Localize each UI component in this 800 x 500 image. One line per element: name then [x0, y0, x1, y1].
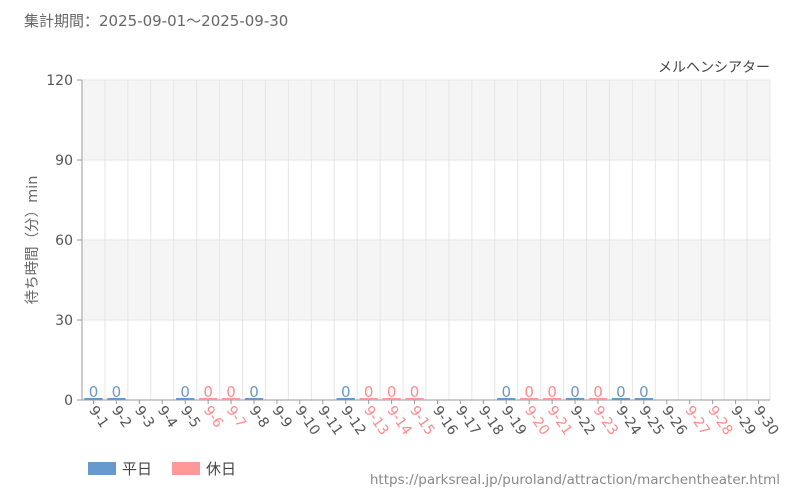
- x-tick-label: 9-16: [429, 403, 460, 438]
- bar[interactable]: [588, 398, 608, 400]
- y-axis-label: 待ち時間（分）min: [24, 176, 41, 305]
- x-tick-label: 9-13: [360, 403, 391, 438]
- bar[interactable]: [107, 398, 126, 400]
- bar[interactable]: [244, 398, 264, 400]
- x-tick-label: 9-9: [269, 403, 295, 431]
- legend-item-weekday[interactable]: 平日: [88, 458, 152, 479]
- data-label: 0: [616, 383, 626, 401]
- chart-container: 0 30 60 90 120 待ち時間（分）min メルヘンシアター 0 9-1 0 9-2 9-3 9…: [24, 60, 782, 438]
- bar[interactable]: [198, 398, 218, 400]
- legend-item-holiday[interactable]: 休日: [172, 458, 236, 479]
- data-label: 0: [501, 383, 511, 401]
- data-label: 0: [593, 383, 603, 401]
- bar[interactable]: [359, 398, 378, 400]
- x-tick-label: 9-10: [292, 403, 323, 438]
- x-tick-label: 9-30: [750, 403, 781, 438]
- x-tick-label: 9-1: [85, 403, 111, 431]
- legend-swatch-holiday: [172, 462, 201, 475]
- x-tick-label: 9-28: [704, 403, 735, 438]
- data-label: 0: [89, 383, 99, 401]
- data-label: 0: [180, 383, 190, 401]
- data-label: 0: [364, 383, 374, 401]
- wait-time-chart: 0306090120待ち時間（分）minメルヘンシアター09-109-29-39…: [24, 60, 782, 438]
- x-tick-label: 9-4: [154, 403, 180, 431]
- bar[interactable]: [497, 398, 516, 400]
- x-tick-label: 9-25: [636, 403, 667, 438]
- data-label: 0: [547, 383, 557, 401]
- bar[interactable]: [405, 398, 424, 400]
- x-tick-label: 9-2: [108, 403, 134, 431]
- x-tick-label: 9-18: [475, 403, 506, 438]
- y-tick-label: 0: [64, 393, 73, 409]
- bar[interactable]: [565, 398, 585, 400]
- x-tick-label: 9-7: [223, 403, 249, 431]
- data-label: 0: [249, 383, 259, 401]
- bar[interactable]: [176, 398, 195, 400]
- x-tick-label: 9-11: [315, 403, 346, 438]
- legend: 平日 休日: [88, 458, 236, 479]
- x-tick-label: 9-5: [177, 403, 203, 431]
- data-label: 0: [410, 383, 420, 401]
- data-label: 0: [387, 383, 397, 401]
- x-tick-label: 9-12: [337, 403, 368, 438]
- x-tick-label: 9-14: [383, 403, 414, 438]
- y-tick-label: 90: [55, 153, 73, 169]
- data-label: 0: [341, 383, 351, 401]
- x-tick-label: 9-3: [131, 403, 157, 431]
- bar[interactable]: [221, 398, 241, 400]
- bar[interactable]: [382, 398, 401, 400]
- x-tick-label: 9-17: [452, 403, 483, 438]
- x-tick-label: 9-24: [613, 403, 644, 438]
- x-tick-label: 9-27: [681, 403, 712, 438]
- y-tick-label: 30: [55, 313, 73, 329]
- period-label: 集計期間：2025-09-01～2025-09-30: [24, 12, 289, 30]
- x-tick-label: 9-29: [727, 403, 758, 438]
- x-tick-label: 9-6: [200, 403, 226, 431]
- bar[interactable]: [634, 398, 654, 400]
- legend-label-weekday: 平日: [122, 460, 153, 478]
- x-tick-label: 9-20: [521, 403, 552, 438]
- x-tick-label: 9-22: [567, 403, 598, 438]
- x-tick-label: 9-8: [246, 403, 272, 431]
- legend-swatch-weekday: [88, 462, 116, 475]
- x-tick-label: 9-23: [590, 403, 621, 438]
- data-label: 0: [203, 383, 213, 401]
- chart-title: メルヘンシアター: [658, 60, 770, 76]
- data-label: 0: [639, 383, 649, 401]
- bar[interactable]: [520, 398, 539, 400]
- bar[interactable]: [611, 398, 631, 400]
- x-tick-label: 9-21: [544, 403, 575, 438]
- x-tick-label: 9-15: [406, 403, 437, 438]
- data-label: 0: [570, 383, 580, 401]
- bar[interactable]: [542, 398, 562, 400]
- bar[interactable]: [336, 398, 355, 400]
- data-label: 0: [112, 383, 122, 401]
- data-label: 0: [524, 383, 534, 401]
- legend-label-holiday: 休日: [206, 460, 237, 478]
- x-tick-label: 9-19: [498, 403, 529, 438]
- y-tick-label: 120: [46, 73, 73, 89]
- bar[interactable]: [84, 398, 103, 400]
- source-url[interactable]: https://parksreal.jp/puroland/attraction…: [369, 472, 780, 488]
- data-label: 0: [226, 383, 236, 401]
- y-tick-label: 60: [55, 233, 73, 249]
- x-tick-label: 9-26: [659, 403, 690, 438]
